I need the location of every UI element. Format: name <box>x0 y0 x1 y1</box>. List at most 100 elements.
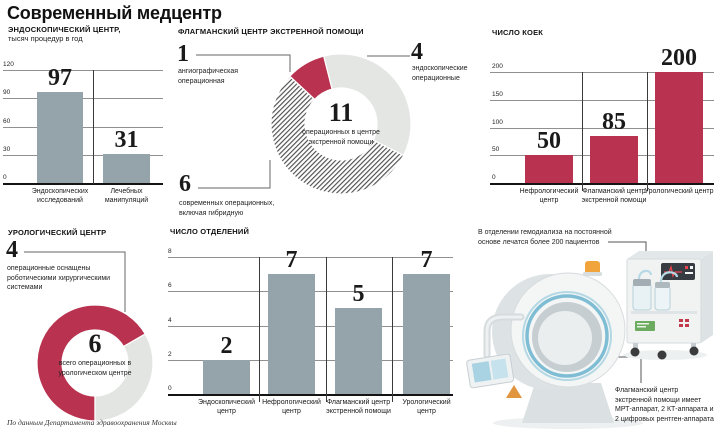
connector-line <box>608 241 647 254</box>
donut-slice <box>270 75 405 195</box>
bar-value-label: 85 <box>602 108 626 135</box>
bar <box>103 153 150 183</box>
gridline <box>168 257 453 258</box>
gridline <box>490 99 714 101</box>
category-label: Флагманский центр экстренной помощи <box>326 399 391 415</box>
category-divider <box>392 257 393 402</box>
bar <box>590 135 638 183</box>
callout-value: 4 <box>6 237 18 263</box>
caster-wheel-icon <box>657 350 667 360</box>
callout-label: эндоскопические операционные <box>412 65 468 82</box>
bar-value-label: 2 <box>220 332 233 359</box>
category-divider <box>582 72 583 191</box>
flagship-donut <box>270 53 412 195</box>
bar-value-label: 7 <box>420 247 433 274</box>
y-tick-label: 120 <box>3 61 14 68</box>
category-label: Урологический центр <box>644 188 714 195</box>
bar <box>268 274 315 394</box>
y-tick-label: 4 <box>168 316 172 324</box>
x-axis <box>490 183 714 185</box>
donut-slice <box>94 333 154 422</box>
hemodialysis-note: В отделении гемодиализа на постоянной ос… <box>478 229 612 246</box>
category-label: Флагманский центр экстренной помощи <box>581 188 647 204</box>
dialysis-machine-illustration <box>623 251 713 360</box>
category-divider <box>93 70 94 184</box>
gridline <box>3 126 163 128</box>
callout-value: 4 <box>411 39 423 65</box>
warning-beacon-icon <box>585 261 600 274</box>
gridline <box>490 72 714 73</box>
bar-value-label: 7 <box>285 247 298 274</box>
dialysis-canister-icon <box>654 285 671 311</box>
equipment-note: Флагманский центр экстренной помощи имее… <box>615 387 714 423</box>
bar-value-label: 97 <box>48 64 72 91</box>
triangle-logo-icon <box>506 385 522 398</box>
caster-wheel-icon <box>689 346 699 356</box>
bar <box>37 91 83 183</box>
mri-monitor-icon <box>466 353 515 389</box>
y-tick-label: 100 <box>492 118 503 126</box>
departments-chart-title: ЧИСЛО ОТДЕЛЕНИЙ <box>170 227 250 236</box>
bar <box>525 155 573 184</box>
bar-value-label: 200 <box>661 45 697 71</box>
callout-label: ангиографическая операционная <box>178 68 239 85</box>
caster-wheel-icon <box>630 347 640 357</box>
source-note: По данным Департамента здравоохранения М… <box>7 418 177 427</box>
callout-line <box>24 251 126 312</box>
donut-slice <box>36 304 147 422</box>
bar-value-label: 31 <box>114 126 139 153</box>
y-tick-label: 150 <box>492 90 503 98</box>
beds-chart-title: ЧИСЛО КОЕК <box>492 28 544 37</box>
urology-donut <box>36 304 154 422</box>
y-tick-label: 8 <box>168 248 172 255</box>
x-axis <box>168 394 453 396</box>
urology-donut-title: УРОЛОГИЧЕСКИЙ ЦЕНТР <box>8 228 107 237</box>
callout-label: операционные оснащены роботическими хиру… <box>7 265 111 291</box>
donut-center-label: всего операционных в урологическом центр… <box>58 360 132 377</box>
x-axis <box>3 183 163 185</box>
y-tick-label: 0 <box>492 174 496 181</box>
y-tick-label: 90 <box>3 89 11 97</box>
flagship-donut-title: ФЛАГМАНСКИЙ ЦЕНТР ЭКСТРЕННОЙ ПОМОЩИ <box>178 27 364 36</box>
bar <box>403 274 450 394</box>
donut-slice <box>323 53 412 157</box>
endoscopy-chart-title: ЭНДОСКОПИЧЕСКИЙ ЦЕНТР, <box>8 25 121 34</box>
category-label: Нефрологический центр <box>519 188 579 204</box>
category-label: Эндоскопический центр <box>197 399 256 415</box>
medical-equipment-illustration <box>466 251 713 429</box>
bar <box>203 359 250 395</box>
gridline <box>3 98 163 100</box>
y-tick-label: 60 <box>3 117 11 125</box>
y-tick-label: 6 <box>168 282 172 290</box>
gridline <box>3 70 163 71</box>
flagship-donut-center: 11 операционных в центре экстренной помо… <box>301 100 381 147</box>
category-divider <box>326 257 327 402</box>
bar-value-label: 50 <box>537 128 561 155</box>
urology-donut-center: 6 всего операционных в урологическом цен… <box>55 331 135 378</box>
y-tick-label: 2 <box>168 350 172 358</box>
category-label: Урологический центр <box>402 399 451 415</box>
bar <box>655 72 703 183</box>
donut-center-label: операционных в центре экстренной помощи <box>302 129 380 146</box>
callout-line <box>196 54 291 72</box>
endoscopy-chart-subtitle: тысяч процедур в год <box>8 34 83 43</box>
gridline <box>490 127 714 129</box>
category-divider <box>647 72 648 191</box>
y-tick-label: 50 <box>492 146 500 154</box>
bar <box>335 308 382 394</box>
y-tick-label: 200 <box>492 63 503 70</box>
y-tick-label: 0 <box>3 174 7 181</box>
donut-center-value: 6 <box>88 329 102 358</box>
callout-value: 1 <box>177 41 189 67</box>
category-label: Нефрологический центр <box>262 399 321 415</box>
category-label: Лечебных манипуляций <box>104 188 149 204</box>
category-label: Эндоскопических исследований <box>31 188 89 204</box>
callout-line <box>198 160 271 189</box>
category-divider <box>259 257 260 402</box>
donut-center-value: 11 <box>328 98 354 127</box>
page-title: Современный медцентр <box>7 3 222 23</box>
dialysis-canister-icon <box>632 282 652 311</box>
callout-label: современных операционных, включая гибрид… <box>179 200 275 217</box>
